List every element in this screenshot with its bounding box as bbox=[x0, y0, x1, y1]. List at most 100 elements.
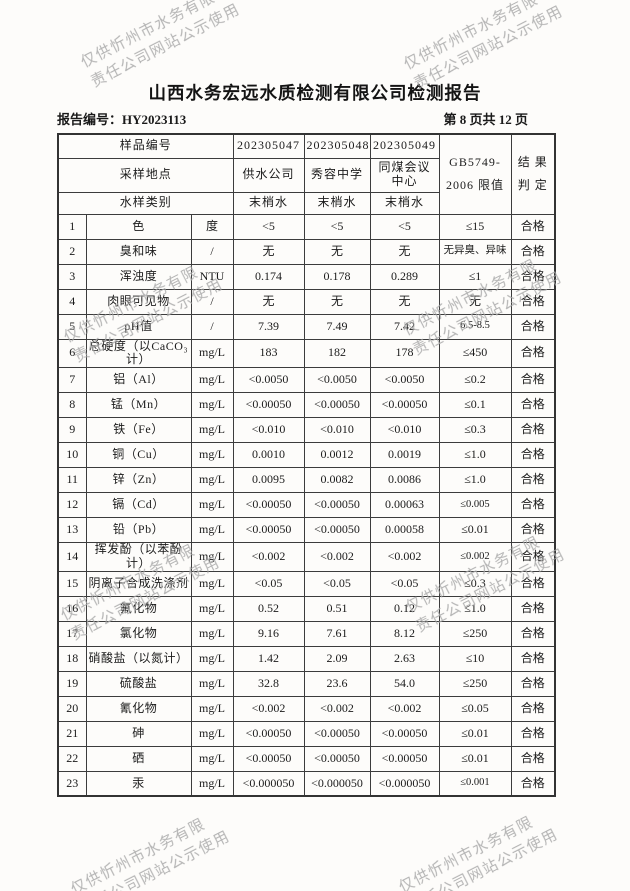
table-row: 13 铅（Pb） mg/L <0.00050 <0.00050 0.00058 ≤0.01 合… bbox=[57, 517, 556, 544]
location-1: 供水公司 bbox=[232, 157, 305, 193]
cell-result-judgement: 合格 bbox=[510, 517, 556, 544]
page-number: 第 8 页共 12 页 bbox=[443, 112, 528, 127]
cell-value-sample2: <0.05 bbox=[303, 570, 371, 597]
cell-value-sample3: 54.0 bbox=[369, 670, 440, 697]
cell-result-judgement: 合格 bbox=[510, 745, 556, 772]
cell-limit-value: ≤0.1 bbox=[438, 392, 512, 419]
cell-value-sample1: 32.8 bbox=[232, 670, 305, 697]
cell-item-name: 氰化物 bbox=[85, 695, 192, 722]
cell-value-sample3: <0.05 bbox=[369, 570, 440, 597]
cell-value-sample3: 7.42 bbox=[369, 313, 440, 340]
cell-value-sample3: <5 bbox=[369, 213, 440, 240]
cell-item-name: 臭和味 bbox=[85, 238, 192, 265]
cell-item-name: 硫酸盐 bbox=[85, 670, 192, 697]
cell-value-sample1: <0.00050 bbox=[232, 720, 305, 747]
cell-limit-value: ≤0.001 bbox=[438, 770, 512, 797]
cell-value-sample3: <0.00050 bbox=[369, 720, 440, 747]
cell-result-judgement: 合格 bbox=[510, 620, 556, 647]
cell-row-number: 11 bbox=[57, 467, 87, 494]
cell-value-sample1: <0.010 bbox=[232, 417, 305, 444]
cell-value-sample3: 178 bbox=[369, 338, 440, 369]
header-row-sample-id: 样品编号 202305047 202305048 202305049 GB574… bbox=[57, 133, 556, 215]
cell-value-sample3: 0.0086 bbox=[369, 467, 440, 494]
cell-result-judgement: 合格 bbox=[510, 720, 556, 747]
cell-value-sample1: <0.00050 bbox=[232, 745, 305, 772]
cell-row-number: 3 bbox=[57, 263, 87, 290]
cell-value-sample3: 0.00063 bbox=[369, 492, 440, 519]
cell-limit-value: ≤0.3 bbox=[438, 570, 512, 597]
cell-value-sample2: <0.00050 bbox=[303, 745, 371, 772]
cell-value-sample2: 182 bbox=[303, 338, 371, 369]
cell-unit: mg/L bbox=[190, 695, 234, 722]
table-row: 20 氰化物 mg/L <0.002 <0.002 <0.002 ≤0.05 合格 bbox=[57, 695, 556, 722]
cell-result-judgement: 合格 bbox=[510, 213, 556, 240]
cell-value-sample3: 0.12 bbox=[369, 595, 440, 622]
cell-value-sample1: <5 bbox=[232, 213, 305, 240]
table-row: 19 硫酸盐 mg/L 32.8 23.6 54.0 ≤250 合格 bbox=[57, 670, 556, 697]
cell-limit-value: ≤1.0 bbox=[438, 467, 512, 494]
cell-limit-value: 无 bbox=[438, 288, 512, 315]
cell-row-number: 13 bbox=[57, 517, 87, 544]
cell-row-number: 18 bbox=[57, 645, 87, 672]
cell-result-judgement: 合格 bbox=[510, 392, 556, 419]
cell-unit: mg/L bbox=[190, 338, 234, 369]
table-row: 18 硝酸盐（以氮计） mg/L 1.42 2.09 2.63 ≤10 合格 bbox=[57, 645, 556, 672]
cell-value-sample2: <0.00050 bbox=[303, 720, 371, 747]
cell-value-sample2: 无 bbox=[303, 288, 371, 315]
watermark-line2: 责任公司网站公示使用 bbox=[78, 828, 233, 891]
cell-value-sample1: 0.52 bbox=[232, 595, 305, 622]
cell-result-judgement: 合格 bbox=[510, 492, 556, 519]
limit-header-line1: GB5749- bbox=[449, 154, 501, 169]
result-header-line1: 结 果 bbox=[517, 154, 548, 169]
table-row: 5 pH值/7.39 7.49 7.42 6.5-8.5 合格 bbox=[57, 313, 556, 340]
cell-value-sample1: 7.39 bbox=[232, 313, 305, 340]
cell-unit: mg/L bbox=[190, 367, 234, 394]
cell-value-sample3: <0.002 bbox=[369, 542, 440, 572]
cell-row-number: 15 bbox=[57, 570, 87, 597]
cell-value-sample2: <5 bbox=[303, 213, 371, 240]
cell-limit-value: 无异臭、异味 bbox=[438, 238, 512, 265]
cell-value-sample1: 0.0010 bbox=[232, 442, 305, 469]
limit-header-line2: 2006 限值 bbox=[445, 177, 504, 192]
report-number: 报告编号：HY2023113 bbox=[57, 112, 187, 127]
header-row-location: 采样地点 供水公司 秀容中学 同煤会议中心 bbox=[57, 157, 555, 193]
watermark-line1: 仅供忻州市水务有限 bbox=[68, 816, 209, 891]
cell-limit-value: ≤10 bbox=[438, 645, 512, 672]
cell-limit-value: ≤0.05 bbox=[438, 695, 512, 722]
sample-type-label: 水样类别 bbox=[57, 191, 234, 215]
cell-limit-value: ≤0.002 bbox=[438, 542, 512, 572]
cell-unit: mg/L bbox=[190, 442, 234, 469]
cell-value-sample2: 0.0082 bbox=[303, 467, 371, 494]
cell-value-sample3: <0.002 bbox=[369, 695, 440, 722]
cell-unit: mg/L bbox=[190, 492, 234, 519]
cell-item-name: 硒 bbox=[85, 745, 192, 772]
table-row: 23 汞 mg/L <0.000050 <0.000050 <0.000050 ≤0.001… bbox=[57, 770, 556, 797]
sample-type-2: 末梢水 bbox=[303, 191, 371, 215]
cell-row-number: 22 bbox=[57, 745, 87, 772]
cell-result-judgement: 合格 bbox=[510, 670, 556, 697]
cell-row-number: 23 bbox=[57, 770, 87, 797]
cell-value-sample3: <0.00050 bbox=[369, 392, 440, 419]
cell-item-name: 铝（Al） bbox=[85, 367, 192, 394]
cell-result-judgement: 合格 bbox=[510, 442, 556, 469]
table-row: 15 阴离子合成洗涤剂 mg/L <0.05 <0.05 <0.05 ≤0.3 合格 bbox=[57, 570, 556, 597]
cell-row-number: 7 bbox=[57, 367, 87, 394]
watermark: 仅供忻州市水务有限 责任公司网站公示使用 bbox=[395, 802, 566, 891]
cell-unit: mg/L bbox=[190, 620, 234, 647]
cell-item-name: 砷 bbox=[85, 720, 192, 747]
table-row: 10 铜（Cu） mg/L 0.0010 0.0012 0.0019 ≤1.0 合格 bbox=[57, 442, 556, 469]
cell-value-sample2: <0.010 bbox=[303, 417, 371, 444]
cell-result-judgement: 合格 bbox=[510, 467, 556, 494]
cell-limit-value: ≤0.01 bbox=[438, 517, 512, 544]
cell-value-sample2: <0.00050 bbox=[303, 392, 371, 419]
cell-value-sample1: <0.002 bbox=[232, 695, 305, 722]
result-column-header: 结 果 判 定 bbox=[510, 133, 556, 215]
cell-limit-value: ≤0.2 bbox=[438, 367, 512, 394]
cell-result-judgement: 合格 bbox=[510, 288, 556, 315]
table-row: 3 浑浊度 NTU 0.174 0.178 0.289 ≤1 合格 bbox=[57, 263, 556, 290]
sample-type-3: 末梢水 bbox=[369, 191, 440, 215]
cell-result-judgement: 合格 bbox=[510, 263, 556, 290]
cell-value-sample1: <0.05 bbox=[232, 570, 305, 597]
cell-unit: / bbox=[190, 288, 234, 315]
cell-limit-value: ≤450 bbox=[438, 338, 512, 369]
